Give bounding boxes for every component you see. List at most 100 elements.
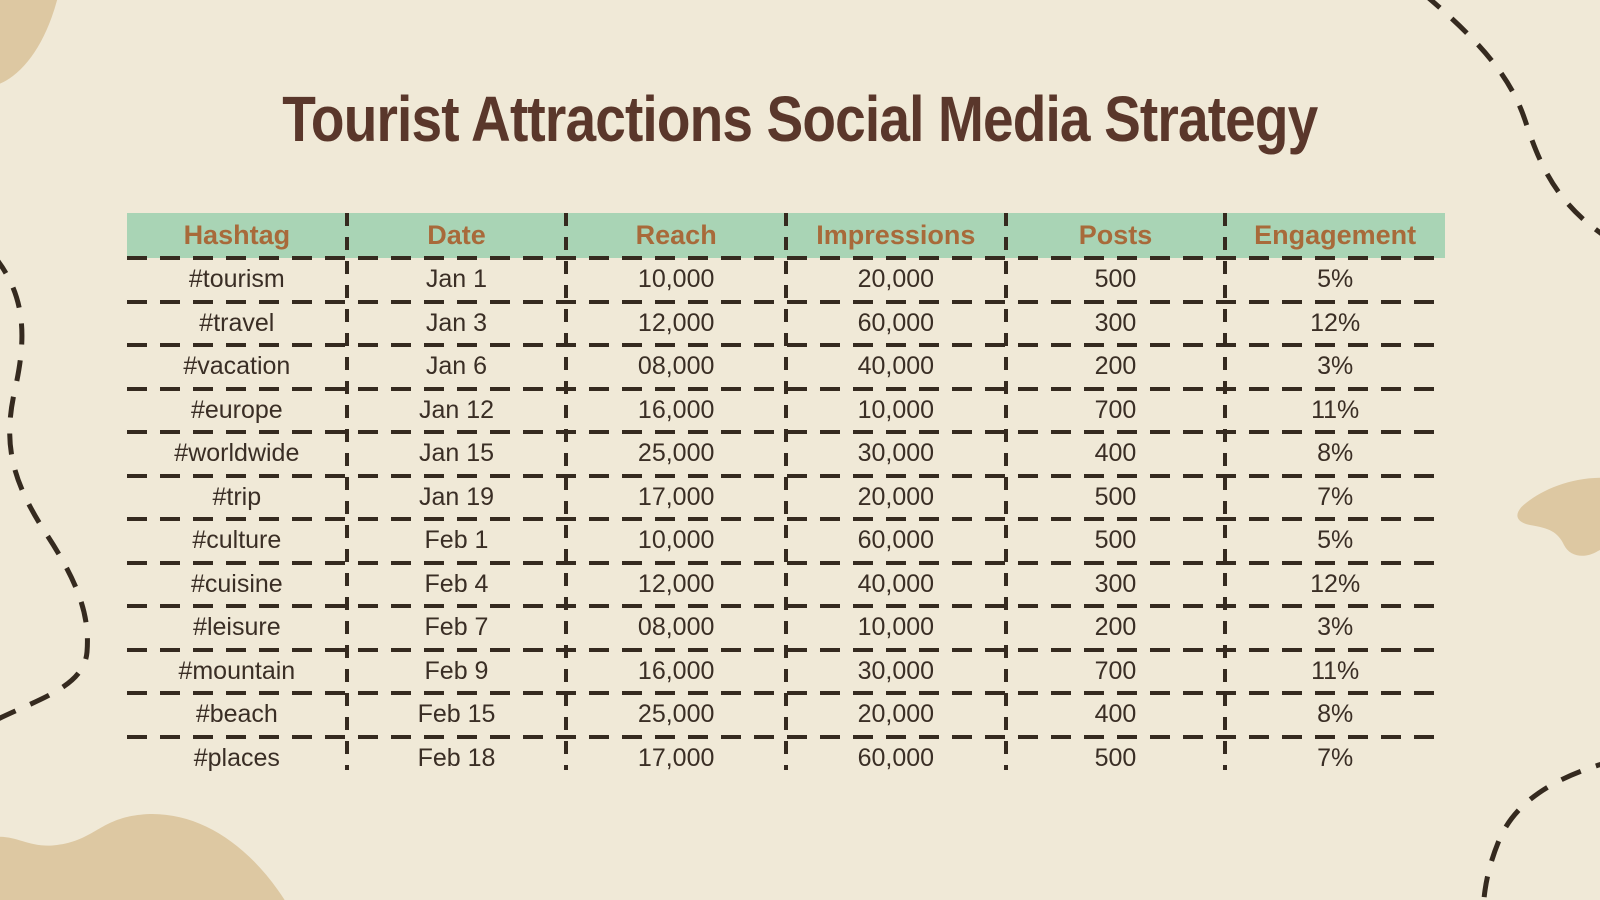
table-cell: #leisure xyxy=(193,613,281,642)
table-cell: 10,000 xyxy=(857,395,935,424)
table-row: #leisure Feb 7 08,000 10,000 200 3% xyxy=(127,606,1445,651)
table-cell: 8% xyxy=(1317,439,1354,468)
table-cell: Feb 1 xyxy=(424,526,489,555)
table-cell: 300 xyxy=(1094,308,1137,337)
table-cell: 400 xyxy=(1094,700,1137,729)
column-header-date: Date xyxy=(427,220,486,250)
table-cell: 3% xyxy=(1317,352,1354,381)
table-cell: #vacation xyxy=(183,352,291,381)
table-cell: Jan 12 xyxy=(418,395,495,424)
table-row: #vacation Jan 6 08,000 40,000 200 3% xyxy=(127,345,1445,390)
table-cell: 25,000 xyxy=(637,439,715,468)
table-row: #places Feb 18 17,000 60,000 500 7% xyxy=(127,737,1445,781)
table-row: #worldwide Jan 15 25,000 30,000 400 8% xyxy=(127,432,1445,477)
table-cell: #mountain xyxy=(178,656,296,685)
table-cell: 8% xyxy=(1317,700,1354,729)
blob-bottom-left xyxy=(0,813,285,900)
table-cell: 30,000 xyxy=(857,439,935,468)
table-cell: 300 xyxy=(1094,569,1137,598)
title-bar: Tourist Attractions Social Media Strateg… xyxy=(0,82,1600,156)
table-cell: 700 xyxy=(1094,395,1137,424)
table-body: #tourism Jan 1 10,000 20,000 500 5% #travel Jan… xyxy=(127,258,1445,780)
table-cell: 5% xyxy=(1317,526,1354,555)
table-cell: Jan 19 xyxy=(418,482,495,511)
table-cell: 12% xyxy=(1310,569,1361,598)
table-cell: #travel xyxy=(199,308,275,337)
table-cell: Jan 3 xyxy=(425,308,488,337)
blob-top-left xyxy=(0,0,58,84)
table-cell: 10,000 xyxy=(637,526,715,555)
table-cell: 3% xyxy=(1317,613,1354,642)
table-row: #travel Jan 3 12,000 60,000 300 12% xyxy=(127,302,1445,347)
table-cell: 16,000 xyxy=(637,395,715,424)
table-cell: Feb 4 xyxy=(424,569,489,598)
table-cell: Feb 15 xyxy=(417,700,496,729)
strategy-table: Hashtag Date Reach Impressions Posts Engageme… xyxy=(127,213,1445,780)
table-cell: 25,000 xyxy=(637,700,715,729)
table-cell: Feb 18 xyxy=(417,743,496,772)
table-cell: Jan 15 xyxy=(418,439,495,468)
table-cell: 7% xyxy=(1317,743,1354,772)
table-cell: 5% xyxy=(1317,265,1354,294)
table-cell: 20,000 xyxy=(857,265,935,294)
dashed-curve-top-right xyxy=(1427,0,1600,236)
column-header-impressions: Impressions xyxy=(816,220,976,250)
table-cell: 200 xyxy=(1094,352,1137,381)
table-cell: #worldwide xyxy=(174,439,300,468)
table-cell: 40,000 xyxy=(857,352,935,381)
table-cell: 08,000 xyxy=(637,352,715,381)
table-cell: 20,000 xyxy=(857,700,935,729)
table-cell: 700 xyxy=(1094,656,1137,685)
table-cell: 60,000 xyxy=(857,308,935,337)
blob-right xyxy=(1517,477,1600,556)
table-cell: 10,000 xyxy=(857,613,935,642)
table-cell: Feb 9 xyxy=(424,656,489,685)
table-cell: 11% xyxy=(1311,656,1360,685)
table-cell: 12,000 xyxy=(637,569,715,598)
table-cell: #trip xyxy=(212,482,262,511)
table-cell: 500 xyxy=(1094,526,1137,555)
table-header-row: Hashtag Date Reach Impressions Posts Engageme… xyxy=(127,213,1445,260)
table-cell: Feb 7 xyxy=(424,613,489,642)
table-row: #europe Jan 12 16,000 10,000 700 11% xyxy=(127,389,1445,434)
table-cell: Jan 1 xyxy=(425,265,488,294)
table-cell: 400 xyxy=(1094,439,1137,468)
column-header-reach: Reach xyxy=(635,220,717,250)
table-cell: 10,000 xyxy=(637,265,715,294)
table-cell: 11% xyxy=(1311,395,1360,424)
table-cell: 12% xyxy=(1310,308,1361,337)
table-cell: #tourism xyxy=(188,265,285,294)
table-cell: #culture xyxy=(192,526,282,555)
table-row: #tourism Jan 1 10,000 20,000 500 5% xyxy=(127,258,1445,303)
table-cell: 200 xyxy=(1094,613,1137,642)
column-header-hashtag: Hashtag xyxy=(183,220,291,250)
page-title: Tourist Attractions Social Media Strateg… xyxy=(282,83,1318,155)
table-cell: 500 xyxy=(1094,743,1137,772)
table-cell: 7% xyxy=(1317,482,1354,511)
table-cell: #europe xyxy=(190,395,283,424)
table-cell: 08,000 xyxy=(637,613,715,642)
table-cell: 17,000 xyxy=(637,482,715,511)
dashed-curve-bottom-right xyxy=(1481,762,1600,900)
table-row: #cuisine Feb 4 12,000 40,000 300 12% xyxy=(127,563,1445,608)
table-cell: 60,000 xyxy=(857,526,935,555)
table-cell: 500 xyxy=(1094,482,1137,511)
table-cell: #beach xyxy=(195,700,278,729)
table-cell: 500 xyxy=(1094,265,1137,294)
table-cell: 20,000 xyxy=(857,482,935,511)
table-cell: #places xyxy=(193,743,280,772)
table-row: #beach Feb 15 25,000 20,000 400 8% xyxy=(127,693,1445,738)
table-cell: 12,000 xyxy=(637,308,715,337)
column-header-posts: Posts xyxy=(1078,220,1153,250)
table-cell: 17,000 xyxy=(637,743,715,772)
table-row: #trip Jan 19 17,000 20,000 500 7% xyxy=(127,476,1445,521)
table-cell: Jan 6 xyxy=(425,352,488,381)
table-cell: 16,000 xyxy=(637,656,715,685)
column-header-engagement: Engagement xyxy=(1254,220,1417,250)
table-cell: 40,000 xyxy=(857,569,935,598)
table-row: #mountain Feb 9 16,000 30,000 700 11% xyxy=(127,650,1445,695)
table-cell: #cuisine xyxy=(190,569,283,598)
dashed-curve-left xyxy=(0,259,90,721)
